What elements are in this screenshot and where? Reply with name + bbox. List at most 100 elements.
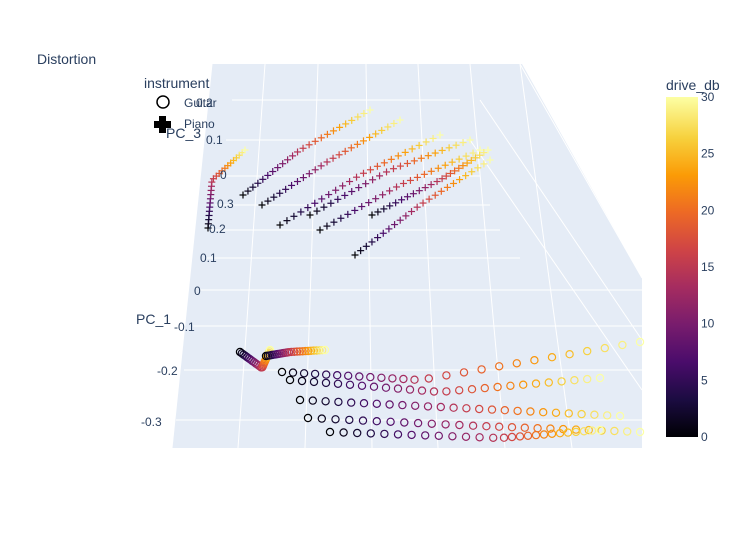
guitar-point bbox=[285, 375, 295, 385]
z-tick-label: 0.1 bbox=[206, 133, 223, 147]
grid-line bbox=[479, 99, 643, 341]
cross-icon bbox=[154, 116, 171, 133]
colorbar-tick-label: 0 bbox=[701, 430, 708, 444]
grid-line bbox=[469, 139, 643, 391]
grid-line bbox=[519, 63, 573, 449]
piano-point bbox=[353, 140, 361, 148]
piano-point bbox=[448, 158, 456, 166]
guitar-point bbox=[579, 427, 589, 436]
piano-point bbox=[341, 191, 349, 199]
piano-point bbox=[452, 141, 460, 149]
guitar-point bbox=[507, 423, 517, 432]
guitar-point bbox=[515, 432, 525, 441]
piano-point bbox=[431, 191, 439, 199]
guitar-point bbox=[322, 370, 331, 379]
grid-line bbox=[519, 63, 643, 279]
piano-point bbox=[415, 187, 423, 195]
guitar-point bbox=[369, 382, 379, 391]
guitar-point bbox=[583, 374, 592, 384]
piano-point bbox=[413, 203, 421, 211]
piano-point bbox=[389, 165, 397, 173]
legend-item-guitar[interactable]: Guitar bbox=[156, 95, 217, 110]
piano-point bbox=[403, 159, 411, 167]
guitar-point bbox=[297, 376, 307, 386]
piano-point bbox=[459, 162, 467, 170]
guitar-point bbox=[320, 345, 330, 355]
guitar-point bbox=[482, 422, 491, 431]
piano-point bbox=[346, 178, 354, 186]
guitar-point bbox=[317, 414, 326, 423]
guitar-point bbox=[526, 407, 535, 416]
piano-point bbox=[366, 133, 374, 141]
guitar-point bbox=[523, 431, 533, 440]
y-tick-label: 0.3 bbox=[217, 197, 234, 211]
guitar-point bbox=[495, 362, 504, 371]
piano-point bbox=[386, 202, 394, 210]
piano-point bbox=[323, 130, 331, 138]
piano-point bbox=[323, 222, 331, 230]
guitar-point bbox=[546, 424, 555, 433]
guitar-point bbox=[531, 430, 541, 440]
guitar-point bbox=[358, 416, 368, 425]
piano-point bbox=[316, 226, 324, 234]
piano-point bbox=[347, 144, 355, 152]
piano-point bbox=[401, 148, 409, 156]
guitar-point bbox=[551, 408, 561, 417]
guitar-point bbox=[480, 383, 489, 393]
piano-point bbox=[436, 131, 444, 139]
piano-point bbox=[486, 156, 494, 164]
guitar-point bbox=[377, 373, 386, 382]
guitar-point bbox=[506, 381, 515, 390]
guitar-point bbox=[507, 432, 517, 442]
piano-point bbox=[462, 152, 470, 160]
guitar-point bbox=[315, 346, 324, 355]
grid-line bbox=[304, 63, 319, 449]
piano-point bbox=[438, 146, 446, 154]
pc1-tick-label: 0 bbox=[194, 284, 201, 298]
piano-point bbox=[276, 189, 284, 197]
guitar-point bbox=[325, 427, 335, 437]
piano-point bbox=[270, 193, 278, 201]
guitar-point bbox=[410, 375, 419, 384]
piano-point bbox=[427, 167, 435, 175]
legend-item-label: Piano bbox=[184, 117, 215, 131]
guitar-point bbox=[393, 430, 403, 439]
guitar-point bbox=[308, 396, 317, 405]
piano-point bbox=[299, 144, 307, 152]
piano-point bbox=[329, 154, 337, 162]
piano-point bbox=[451, 167, 459, 175]
guitar-point bbox=[353, 428, 362, 438]
guitar-point bbox=[310, 369, 320, 379]
piano-point bbox=[378, 126, 386, 134]
colorbar: drive_db 0 5 10 15 20 25 30 bbox=[666, 77, 720, 444]
legend-item-piano[interactable]: Piano bbox=[154, 116, 215, 133]
piano-point bbox=[311, 166, 319, 174]
guitar-point bbox=[380, 429, 389, 439]
guitar-point bbox=[539, 430, 549, 439]
piano-point bbox=[359, 137, 367, 145]
guitar-point bbox=[277, 367, 287, 377]
piano-point bbox=[403, 193, 411, 201]
piano-point bbox=[282, 185, 290, 193]
piano-point bbox=[362, 242, 370, 250]
piano-point bbox=[368, 238, 376, 246]
piano-point bbox=[264, 171, 272, 179]
piano-point bbox=[372, 130, 380, 138]
piano-point bbox=[393, 183, 401, 191]
piano-point bbox=[408, 145, 416, 153]
guitar-point bbox=[288, 368, 298, 377]
guitar-point bbox=[530, 356, 539, 365]
piano-point bbox=[402, 212, 410, 220]
guitar-point bbox=[295, 347, 304, 356]
guitar-point bbox=[500, 406, 509, 415]
guitar-point bbox=[381, 383, 391, 392]
piano-point bbox=[466, 136, 474, 144]
guitar-point bbox=[595, 373, 605, 383]
piano-point bbox=[259, 175, 267, 183]
piano-point bbox=[306, 211, 314, 219]
piano-point bbox=[408, 208, 416, 216]
guitar-point bbox=[299, 369, 309, 378]
guitar-point bbox=[555, 429, 565, 438]
guitar-point bbox=[512, 359, 522, 368]
guitar-point bbox=[618, 340, 627, 350]
